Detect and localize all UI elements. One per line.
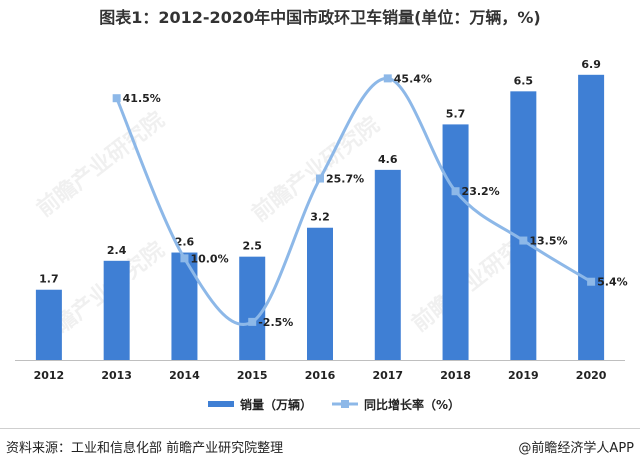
legend: 销量（万辆） 同比增长率（%）: [208, 397, 460, 412]
line-value-label: 13.5%: [529, 235, 567, 248]
bar: [510, 91, 537, 360]
line-value-label: 25.7%: [326, 173, 364, 186]
legend-bar-swatch: [208, 401, 234, 407]
line-marker: [248, 317, 257, 326]
line-value-label: 5.4%: [597, 276, 628, 289]
bar: [307, 227, 333, 360]
line-value-label: 45.4%: [394, 72, 432, 85]
bar-value-label: 6.5: [514, 74, 534, 87]
x-tick-label: 2013: [101, 369, 132, 382]
bar-value-label: 2.5: [242, 240, 262, 253]
line-value-label: 10.0%: [190, 252, 228, 265]
legend-line-label: 同比增长率（%）: [364, 397, 460, 412]
bar-value-label: 5.7: [446, 107, 466, 120]
legend-line-marker: [341, 400, 349, 408]
brand-credit: @前瞻经济学人APP: [518, 441, 634, 456]
bar-series: [35, 74, 605, 361]
line-marker: [112, 94, 121, 103]
bar: [35, 289, 62, 360]
x-tick-label: 2019: [508, 369, 539, 382]
line-data-labels: 41.5% 10.0% -2.5% 25.7% 45.4% 23.2% 13.5% 5.4%: [123, 72, 628, 328]
legend-bar-label: 销量（万辆）: [240, 397, 312, 412]
line-marker: [316, 174, 324, 183]
x-tick-label: 2015: [237, 369, 268, 382]
x-tick-label: 2016: [305, 369, 336, 382]
bar-data-labels: 1.7 2.4 2.6 2.5 3.2 4.6 5.7 6.5 6.9: [39, 58, 601, 286]
line-value-label: 41.5%: [123, 92, 161, 105]
x-tick-label: 2020: [576, 369, 607, 382]
bar: [171, 252, 198, 360]
bar-value-label: 6.9: [581, 58, 601, 71]
line-marker: [451, 187, 460, 196]
line-marker: [383, 74, 392, 83]
bar-value-label: 3.2: [310, 211, 330, 224]
bar: [442, 124, 469, 361]
bar-value-label: 1.7: [39, 273, 59, 286]
x-tick-label: 2014: [169, 369, 200, 382]
x-tick-labels: 2012 2013 2014 2015 2016 2017 2018 2019 2020: [34, 369, 607, 382]
source-note: 资料来源：工业和信息化部 前瞻产业研究院整理: [6, 441, 284, 456]
line-marker: [587, 277, 596, 286]
x-tick-label: 2017: [372, 369, 403, 382]
watermark-text: 前瞻产业研究院: [32, 107, 169, 222]
bar: [578, 74, 605, 361]
bar: [239, 256, 266, 360]
line-marker: [180, 254, 189, 263]
line-markers: [112, 74, 596, 326]
chart-title: 图表1：2012-2020年中国市政环卫车销量(单位：万辆，%): [99, 8, 541, 27]
footer: 资料来源：工业和信息化部 前瞻产业研究院整理 @前瞻经济学人APP: [0, 428, 640, 462]
line-value-label: 23.2%: [462, 185, 500, 198]
line-marker: [519, 236, 528, 245]
bar: [103, 260, 130, 360]
bar-value-label: 2.6: [175, 236, 195, 249]
bar-value-label: 2.4: [107, 244, 127, 257]
line-value-label: -2.5%: [258, 316, 293, 329]
bar: [374, 169, 401, 360]
x-tick-label: 2012: [34, 369, 65, 382]
bar-value-label: 4.6: [378, 153, 398, 166]
x-tick-label: 2018: [440, 369, 471, 382]
